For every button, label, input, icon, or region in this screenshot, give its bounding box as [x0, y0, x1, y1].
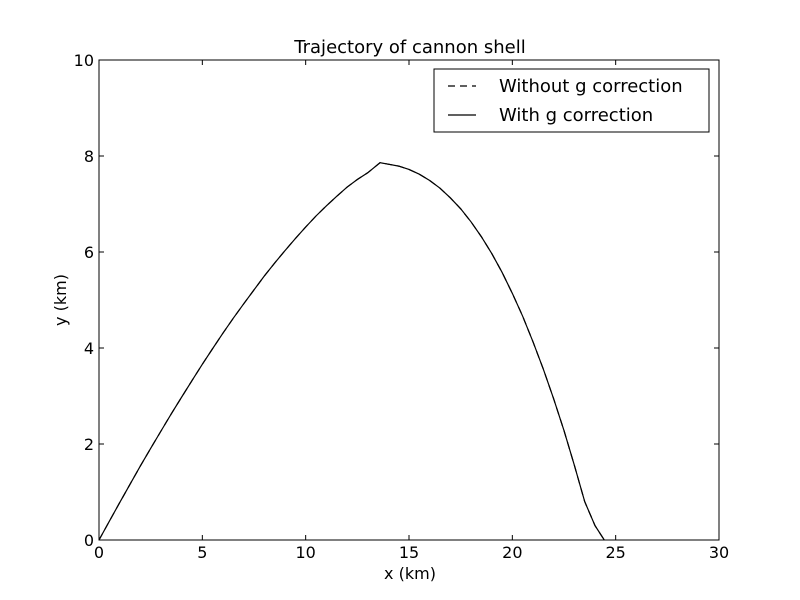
- series-layer: [98, 162, 605, 541]
- x-tick-label: 25: [605, 543, 625, 562]
- x-tick-label: 10: [295, 543, 315, 562]
- y-tick-label: 2: [84, 435, 94, 454]
- legend-label-without-g: Without g correction: [499, 76, 683, 97]
- x-tick-label: 5: [197, 543, 207, 562]
- y-tick-label: 4: [84, 339, 94, 358]
- chart-title: Trajectory of cannon shell: [293, 37, 525, 58]
- legend: Without g correction With g correction: [433, 68, 710, 133]
- x-tick-label: 15: [399, 543, 419, 562]
- ticks-layer: 0 5 10 15 20 25 30 0 2 4 6 8 10: [74, 51, 730, 562]
- x-tick-label: 0: [94, 543, 104, 562]
- y-tick-label: 8: [84, 147, 94, 166]
- legend-label-with-g: With g correction: [499, 105, 653, 126]
- y-tick-label: 10: [74, 51, 94, 70]
- legend-box: [433, 68, 710, 133]
- y-tick-label: 6: [84, 243, 94, 262]
- plot-frame: [98, 59, 720, 541]
- series-line-with-g-correction: [98, 162, 605, 541]
- y-tick-label: 0: [84, 531, 94, 550]
- x-axis-label: x (km): [384, 564, 436, 583]
- x-tick-label: 20: [502, 543, 522, 562]
- y-axis-label: y (km): [51, 274, 70, 326]
- x-tick-label: 30: [709, 543, 729, 562]
